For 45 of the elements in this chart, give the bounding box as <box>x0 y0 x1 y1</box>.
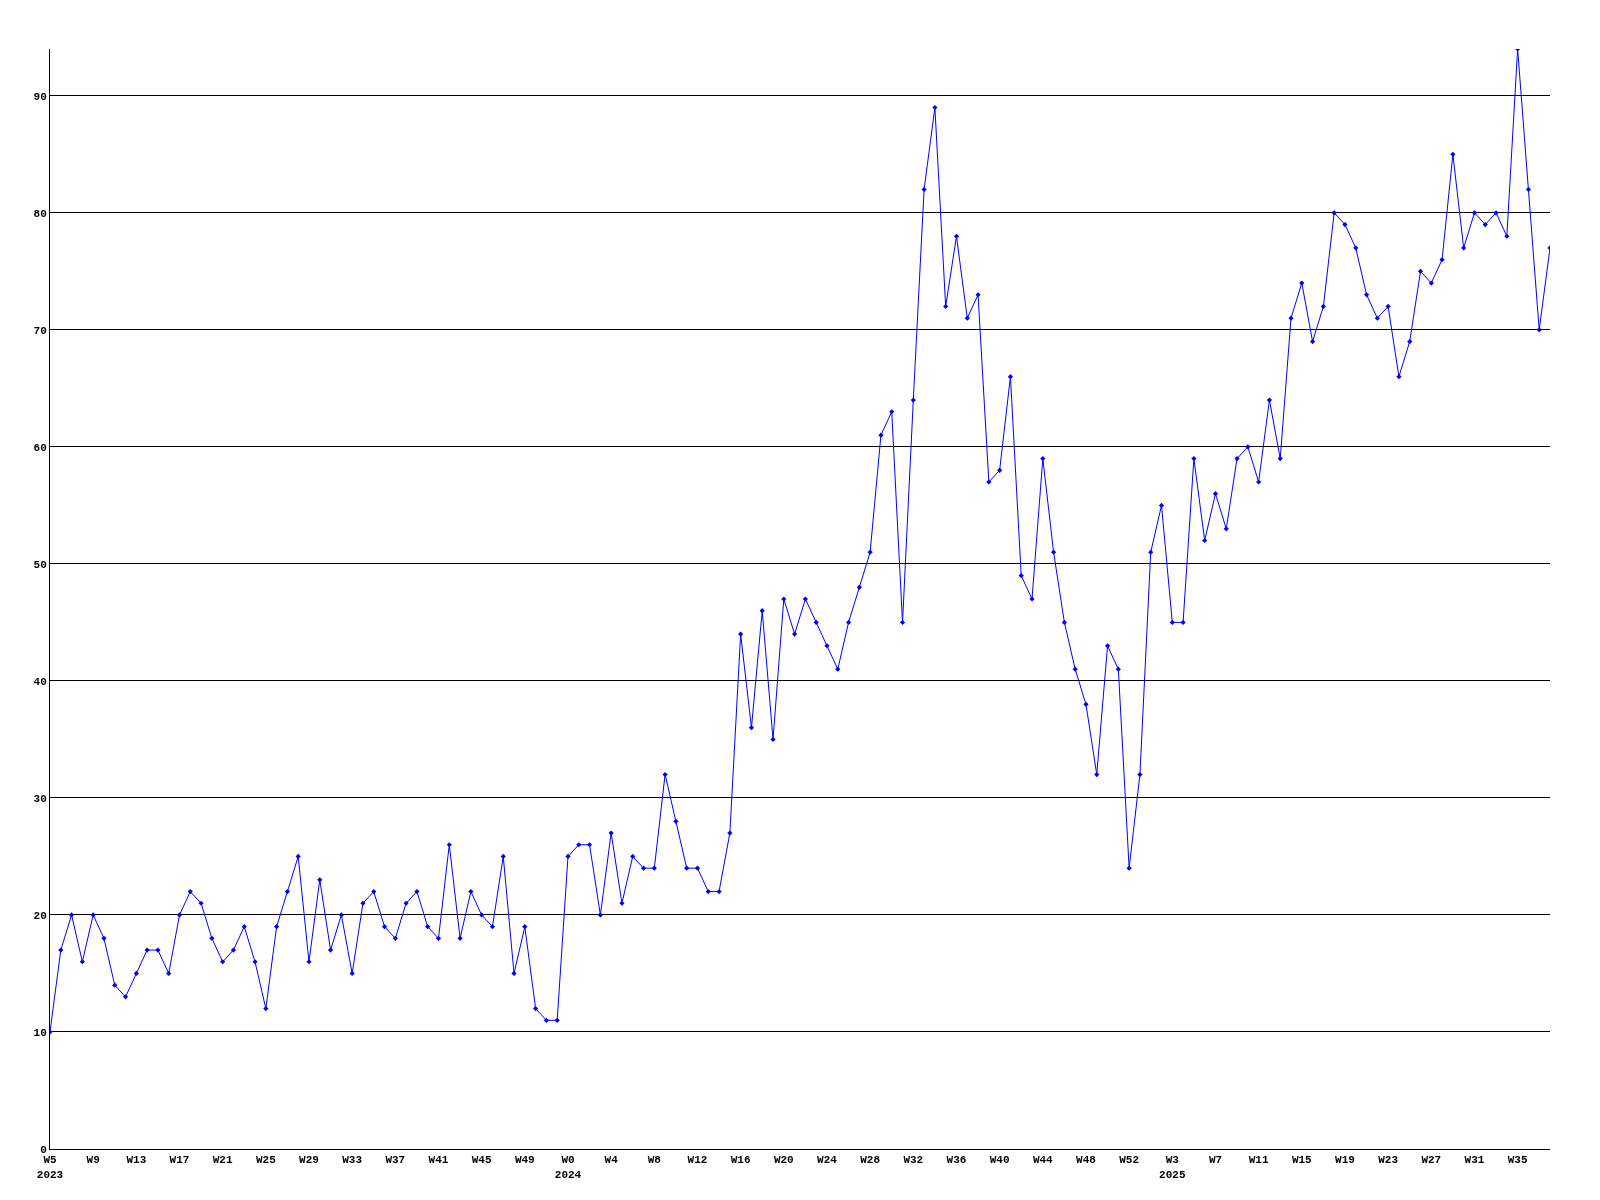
x-tick-label: W20 <box>773 1154 794 1167</box>
x-tick-label: W36 <box>946 1154 967 1167</box>
x-tick-label: W16 <box>730 1154 751 1167</box>
x-tick-label: W40 <box>989 1154 1010 1167</box>
y-tick-label: 0 <box>40 1143 47 1156</box>
x-tick-label: W29 <box>299 1154 319 1167</box>
x-tick-label: W44 <box>1032 1154 1054 1167</box>
x-tick-label: W7 <box>1208 1154 1223 1167</box>
x-tick-label: W25 <box>255 1154 277 1167</box>
x-tick-label: W23 <box>1378 1154 1399 1167</box>
y-tick-label: 90 <box>33 90 47 103</box>
x-tick-label: W31 <box>1464 1154 1485 1167</box>
y-tick-label: 60 <box>33 441 47 454</box>
x-tick-label: W37 <box>385 1154 406 1167</box>
x-tick-label: W41 <box>428 1154 449 1167</box>
x-tick-label: W52 <box>1119 1154 1140 1167</box>
x-tick-label: W12 <box>687 1154 708 1167</box>
x-tick-label: W48 <box>1076 1154 1097 1167</box>
x-tick-label: W27 <box>1421 1154 1442 1167</box>
x-tick-label: W24 <box>817 1154 838 1167</box>
x-tick-label: W45 <box>471 1154 492 1167</box>
y-tick-label: 40 <box>33 675 47 688</box>
x-tick-label: W11 <box>1248 1154 1269 1167</box>
x-tick-label: W9 <box>86 1154 100 1167</box>
x-tick-label: W35 <box>1507 1154 1528 1167</box>
x-tick-label: W21 <box>212 1154 233 1167</box>
x-tick-label: W4 <box>604 1154 619 1167</box>
y-tick-label: 50 <box>33 558 47 571</box>
x-tick-label: W15 <box>1291 1154 1313 1167</box>
x-tick-label: W32 <box>903 1154 924 1167</box>
x-tick-label: W5 2023 <box>36 1154 64 1181</box>
y-tick-label: 20 <box>33 909 47 922</box>
x-tick-label: W8 <box>647 1154 662 1167</box>
x-tick-label: W28 <box>860 1154 881 1167</box>
x-tick-label: W49 <box>514 1154 535 1167</box>
x-tick-label: W33 <box>342 1154 363 1167</box>
x-tick-label: W0 2024 <box>554 1154 582 1181</box>
y-tick-label: 70 <box>33 324 47 337</box>
y-tick-label: 10 <box>33 1026 47 1039</box>
y-tick-label: 80 <box>33 207 47 220</box>
x-tick-label: W17 <box>169 1154 190 1167</box>
y-tick-label: 30 <box>33 792 47 805</box>
x-tick-label: W3 2025 <box>1159 1154 1186 1181</box>
x-tick-label: W19 <box>1335 1154 1355 1167</box>
x-tick-label: W13 <box>126 1154 147 1167</box>
